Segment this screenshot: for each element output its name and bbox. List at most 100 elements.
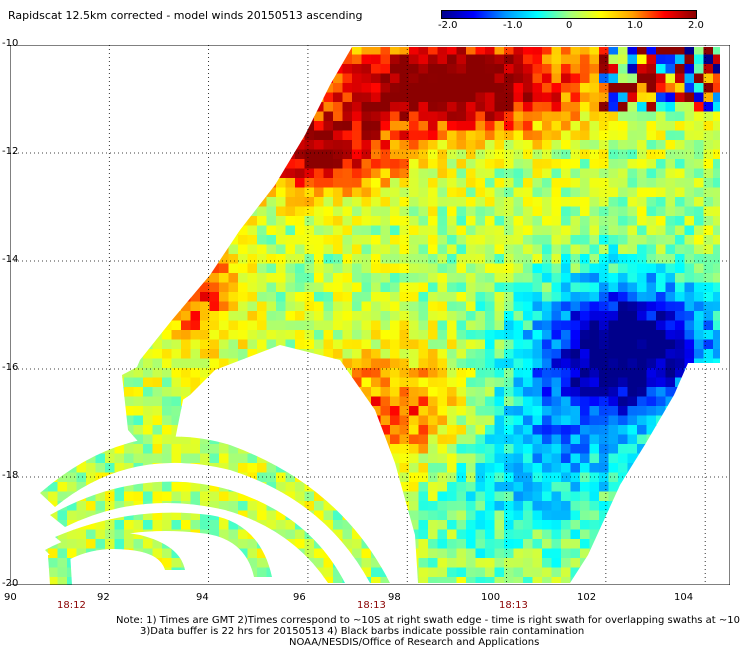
wind-cell	[114, 520, 125, 530]
wind-cell	[494, 339, 505, 350]
wind-cell	[656, 83, 666, 93]
wind-cell	[437, 178, 448, 188]
wind-cell	[162, 320, 172, 331]
wind-cell	[247, 472, 258, 483]
wind-cell	[48, 273, 58, 283]
wind-cell	[713, 292, 720, 302]
wind-cell	[20, 539, 30, 549]
wind-cell	[247, 301, 258, 312]
wind-cell	[504, 320, 514, 331]
wind-cell	[475, 92, 486, 103]
wind-cell	[276, 159, 286, 169]
wind-cell	[361, 320, 372, 331]
wind-cell	[456, 292, 467, 302]
wind-cell	[618, 149, 628, 160]
wind-cell	[143, 377, 153, 388]
wind-cell	[399, 482, 410, 492]
wind-cell	[665, 510, 676, 521]
wind-cell	[665, 282, 676, 293]
wind-cell	[551, 463, 562, 473]
wind-cell	[133, 244, 144, 255]
wind-cell	[542, 548, 552, 559]
note-line-3: NOAA/NESDIS/Office of Research and Appli…	[289, 637, 540, 648]
wind-cell	[371, 92, 381, 103]
wind-cell	[238, 235, 248, 245]
wind-cell	[114, 178, 125, 188]
wind-cell	[57, 491, 68, 502]
wind-cell	[323, 54, 334, 65]
wind-cell	[219, 83, 229, 93]
wind-cell	[561, 349, 571, 359]
wind-cell	[418, 339, 429, 350]
wind-cell	[551, 434, 562, 445]
wind-cell	[675, 330, 685, 340]
wind-cell	[114, 235, 125, 245]
wind-cell	[589, 434, 600, 445]
wind-cell	[285, 111, 296, 122]
wind-cell	[371, 406, 381, 416]
wind-cell	[171, 83, 182, 93]
wind-cell	[76, 235, 87, 245]
wind-cell	[447, 558, 457, 568]
wind-cell	[190, 301, 201, 312]
wind-cell	[599, 273, 609, 283]
wind-cell	[475, 320, 486, 331]
wind-cell	[143, 368, 153, 378]
wind-cell	[485, 444, 495, 454]
wind-cell	[238, 482, 248, 492]
wind-cell	[409, 339, 419, 350]
wind-cell	[618, 444, 628, 454]
wind-cell	[589, 73, 600, 84]
wind-cell	[589, 47, 600, 55]
wind-cell	[656, 187, 666, 198]
wind-cell	[171, 121, 182, 131]
wind-cell	[266, 510, 277, 521]
wind-cell	[684, 263, 695, 274]
wind-cell	[266, 102, 277, 112]
wind-cell	[171, 159, 182, 169]
wind-cell	[323, 282, 334, 293]
wind-cell	[627, 225, 638, 236]
wind-cell	[580, 501, 590, 511]
wind-cell	[675, 406, 685, 416]
wind-cell	[665, 406, 676, 416]
wind-cell	[380, 339, 391, 350]
wind-cell	[428, 567, 438, 578]
wind-cell	[295, 406, 305, 416]
wind-cell	[561, 54, 571, 65]
wind-cell	[361, 406, 372, 416]
wind-cell	[10, 55, 20, 65]
wind-cell	[95, 102, 106, 112]
wind-cell	[114, 263, 125, 274]
wind-cell	[485, 216, 495, 226]
wind-cell	[162, 415, 172, 426]
wind-cell	[456, 263, 467, 274]
wind-cell	[190, 339, 201, 350]
wind-cell	[561, 235, 571, 245]
wind-cell	[114, 482, 125, 492]
wind-cell	[485, 425, 495, 435]
wind-cell	[57, 102, 68, 112]
wind-cell	[162, 111, 172, 122]
wind-cell	[86, 149, 96, 160]
wind-cell	[723, 473, 731, 483]
wind-cell	[181, 54, 191, 65]
wind-cell	[646, 111, 657, 122]
wind-cell	[646, 453, 657, 464]
wind-cell	[618, 216, 628, 226]
wind-cell	[580, 482, 590, 492]
wind-cell	[257, 377, 267, 388]
wind-cell	[67, 548, 77, 559]
wind-cell	[504, 453, 514, 464]
wind-cell	[694, 92, 704, 103]
wind-cell	[333, 463, 343, 473]
wind-cell	[257, 330, 267, 340]
wind-cell	[513, 349, 524, 359]
wind-cell	[399, 453, 410, 464]
wind-cell	[694, 349, 704, 359]
wind-cell	[124, 567, 134, 578]
wind-cell	[504, 491, 514, 502]
wind-cell	[181, 577, 191, 585]
wind-cell	[67, 320, 77, 331]
wind-cell	[694, 472, 704, 483]
